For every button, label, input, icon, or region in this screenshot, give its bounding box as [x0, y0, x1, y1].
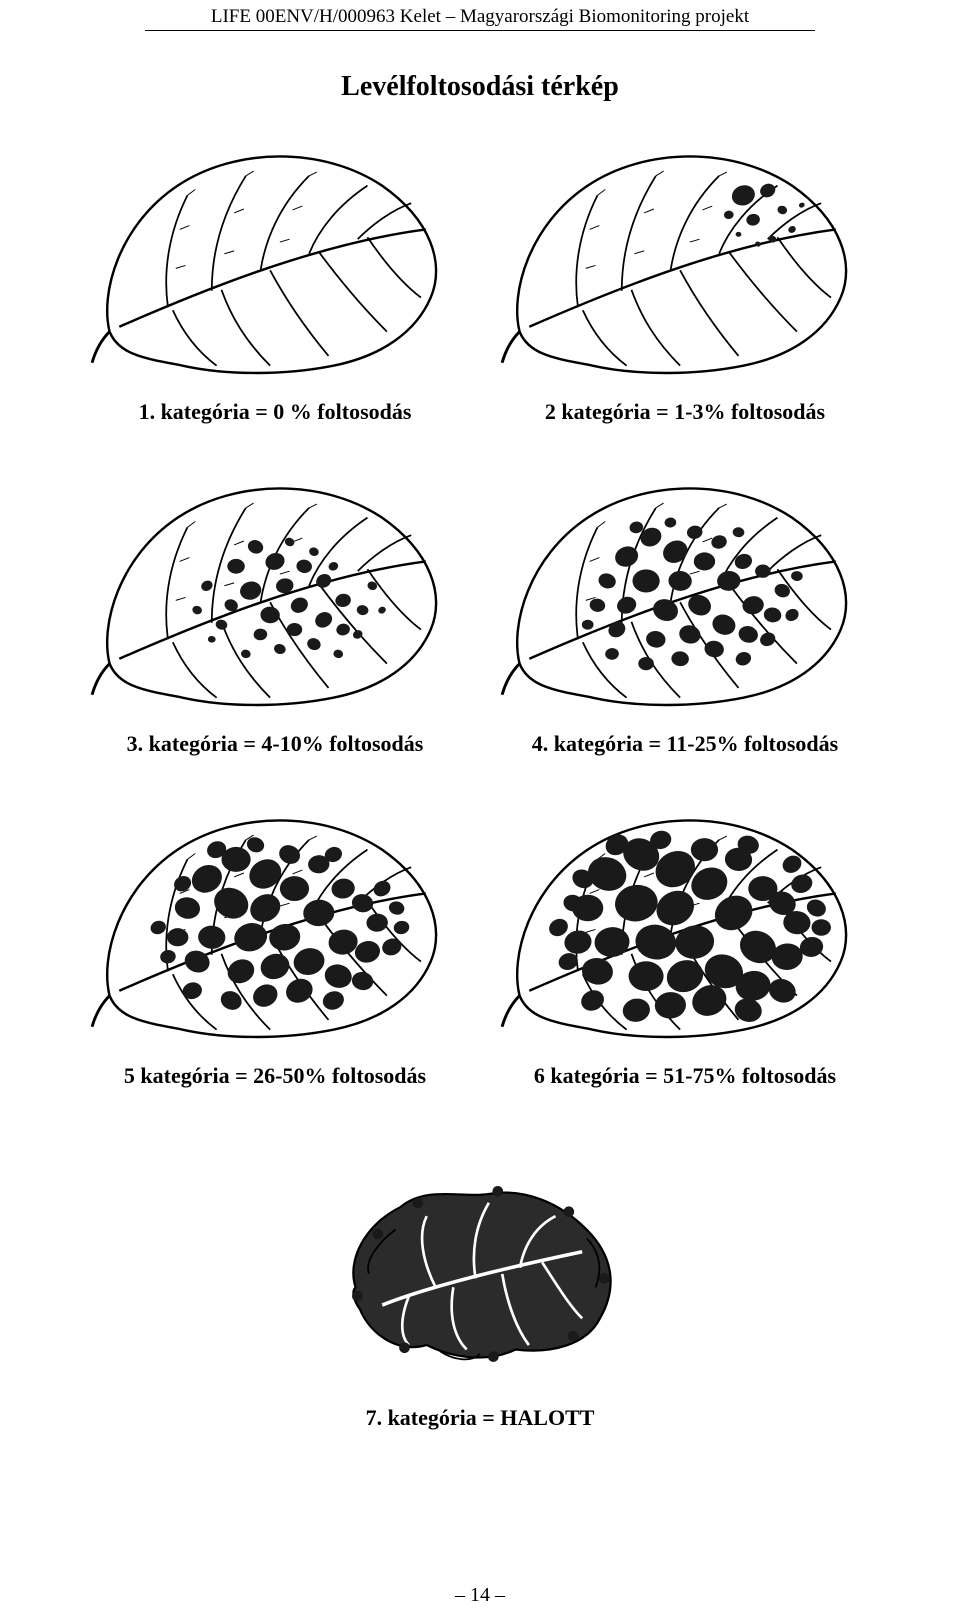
- caption-cat7: 7. kategória = HALOTT: [366, 1405, 595, 1431]
- leaf-illustration-cat5: [85, 797, 465, 1057]
- leaf-illustration-cat1: [85, 133, 465, 393]
- caption-cat3: 3. kategória = 4-10% foltosodás: [127, 731, 424, 757]
- leaf-illustration-cat6: [495, 797, 875, 1057]
- caption-cat6: 6 kategória = 51-75% foltosodás: [534, 1063, 836, 1089]
- leaf-cell-cat2: 2 kategória = 1-3% foltosodás: [490, 133, 880, 465]
- leaf-grid: 1. kategória = 0 % foltosodás 2 kategóri…: [0, 133, 960, 1129]
- page-title: Levélfoltosodási térkép: [0, 71, 960, 103]
- leaf-illustration-cat2: [495, 133, 875, 393]
- leaf-illustration-cat4: [495, 465, 875, 725]
- leaf-cell-cat6: 6 kategória = 51-75% foltosodás: [490, 797, 880, 1129]
- page-header-text: LIFE 00ENV/H/000963 Kelet – Magyarország…: [0, 0, 960, 30]
- caption-cat5: 5 kategória = 26-50% foltosodás: [124, 1063, 426, 1089]
- caption-cat2: 2 kategória = 1-3% foltosodás: [545, 399, 825, 425]
- dead-leaf-illustration: [300, 1139, 660, 1399]
- caption-cat4: 4. kategória = 11-25% foltosodás: [532, 731, 838, 757]
- leaf-cell-cat1: 1. kategória = 0 % foltosodás: [80, 133, 470, 465]
- leaf-illustration-cat3: [85, 465, 465, 725]
- leaf-cell-cat4: 4. kategória = 11-25% foltosodás: [490, 465, 880, 797]
- dead-leaf-figure: 7. kategória = HALOTT: [0, 1139, 960, 1471]
- leaf-cell-cat3: 3. kategória = 4-10% foltosodás: [80, 465, 470, 797]
- caption-cat1: 1. kategória = 0 % foltosodás: [139, 399, 412, 425]
- page-footer: – 14 –: [0, 1584, 960, 1607]
- leaf-cell-cat5: 5 kategória = 26-50% foltosodás: [80, 797, 470, 1129]
- header-rule: [145, 30, 815, 31]
